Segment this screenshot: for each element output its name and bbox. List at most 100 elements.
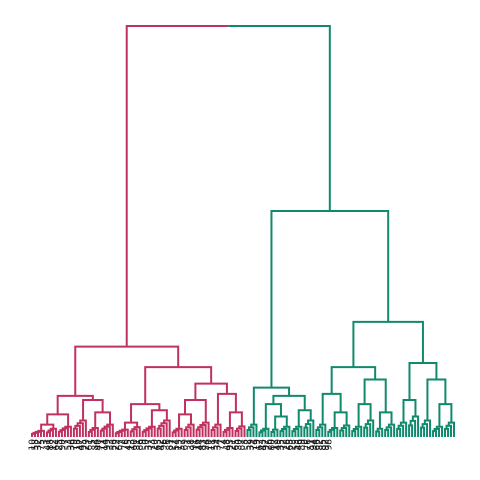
leaf-label: 46: [294, 439, 304, 451]
dendrogram-link-76: [272, 394, 306, 411]
leaf-label: 60: [130, 439, 140, 451]
leaf-label: 54: [172, 439, 182, 451]
dendrogram-link-86: [279, 430, 285, 437]
dendrogram-link-74: [247, 426, 255, 437]
leaf-label: 86: [136, 439, 146, 451]
dendrogram-link-23: [87, 430, 93, 437]
dendrogram-link-115: [378, 411, 393, 429]
dendrogram-link-100: [333, 411, 348, 428]
dendrogram-link-133: [438, 403, 453, 427]
leaf-label: 61: [85, 439, 95, 450]
dendrogram-link-131: [421, 423, 429, 437]
dendrogram-link-57: [199, 423, 207, 437]
dendrogram-link-111: [351, 430, 357, 437]
dendrogram-link-1: [56, 394, 94, 415]
leaf-label: 62: [255, 439, 265, 450]
leaf-label: 15: [175, 439, 185, 450]
leaf-label: 41: [43, 439, 53, 450]
dendrogram-link-120: [384, 429, 390, 437]
dendrogram-link-19: [72, 427, 78, 437]
leaf-label: 49: [273, 439, 283, 451]
leaf-label: 4: [220, 439, 230, 445]
leaf-label: 90: [58, 439, 68, 451]
leaf-label: 34: [214, 439, 224, 451]
leaf-label: 71: [97, 439, 107, 450]
dendrogram-link-30: [123, 421, 139, 430]
dendrogram-link-88: [295, 425, 303, 437]
dendrogram-link-34: [114, 432, 120, 437]
dendrogram-link-25: [103, 425, 111, 437]
leaf-label: 16: [193, 439, 203, 451]
leaf-label: 23: [288, 439, 298, 450]
root-link-right: [228, 25, 331, 211]
dendrogram-link-89: [292, 427, 300, 437]
dendrogram-link-138: [445, 424, 453, 437]
leaf-label: 24: [202, 439, 212, 451]
leaf-label: 87: [238, 439, 248, 450]
dendrogram-link-117: [375, 430, 381, 437]
dendrogram-link-58: [197, 426, 204, 437]
dendrogram-link-26: [101, 427, 108, 437]
leaf-label: 21: [229, 439, 239, 450]
leaf-label: 73: [148, 439, 158, 450]
dendrogram-link-124: [397, 424, 405, 437]
leaf-label: 69: [181, 439, 191, 451]
leaf-label: 8: [240, 439, 250, 445]
leaf-label: 0: [300, 439, 310, 445]
dendrogram-link-113: [364, 423, 372, 437]
dendrogram-link-53: [187, 423, 195, 437]
dendrogram-link-29: [130, 403, 161, 423]
dendrogram-link-97: [319, 423, 327, 437]
leaf-label: 29: [82, 439, 92, 451]
dendrogram-link-59: [195, 428, 201, 437]
dendrogram-link-24: [106, 423, 114, 437]
dendrogram-link-112: [366, 419, 375, 437]
leaf-label: 3: [40, 439, 50, 445]
leaf-label: 44: [196, 439, 206, 451]
dendrogram-link-42: [141, 430, 147, 437]
dendrogram-link-2: [46, 413, 70, 427]
dendrogram-link-60: [216, 392, 237, 425]
dendrogram-link-87: [297, 409, 312, 427]
leaf-label: 7: [61, 439, 71, 445]
leaf-label: 93: [226, 439, 236, 450]
leaf-label: 43: [258, 439, 268, 450]
leaf-label: 14: [100, 439, 110, 451]
leaf-label: 51: [306, 439, 316, 450]
dendrogram-link-119: [385, 426, 393, 437]
dendrogram-link-38: [150, 409, 168, 427]
dendrogram-link-14: [57, 430, 63, 437]
leaf-label: 58: [31, 439, 41, 451]
dendrogram-link-10: [45, 431, 51, 437]
leaf-label: 28: [282, 439, 292, 451]
leaf-label: 30: [235, 439, 245, 451]
leaf-label: 81: [166, 439, 176, 450]
dendrogram-link-121: [408, 362, 438, 401]
root-link-left: [125, 25, 229, 347]
leaf-label: 42: [157, 439, 167, 450]
leaf-label: 68: [285, 439, 295, 451]
dendrogram-link-126: [411, 415, 420, 437]
leaf-label: 56: [109, 439, 119, 451]
leaf-label: 18: [73, 439, 83, 451]
dendrogram-link-114: [363, 426, 369, 437]
leaf-label: 72: [279, 439, 289, 450]
dendrogram-link-72: [252, 386, 291, 425]
leaf-label: 94: [309, 439, 319, 451]
dendrogram-link-44: [160, 422, 168, 437]
leaf-label: 84: [91, 439, 101, 451]
dendrogram-link-36: [131, 428, 138, 437]
leaf-label: 47: [76, 439, 86, 450]
dendrogram-link-134: [435, 425, 444, 437]
dendrogram-link-70: [234, 429, 240, 437]
leaf-label: 13: [127, 439, 137, 450]
dendrogram-link-7: [31, 432, 36, 437]
dendrogram-link-37: [129, 430, 135, 437]
dendrogram-link-85: [280, 427, 288, 437]
leaf-label: 88: [46, 439, 56, 451]
leaf-label: 26: [264, 439, 274, 451]
dendrogram-link-109: [354, 425, 363, 437]
leaf-label: 80: [267, 439, 277, 451]
dendrogram-link-20: [94, 411, 112, 428]
dendrogram-link-95: [330, 366, 377, 394]
